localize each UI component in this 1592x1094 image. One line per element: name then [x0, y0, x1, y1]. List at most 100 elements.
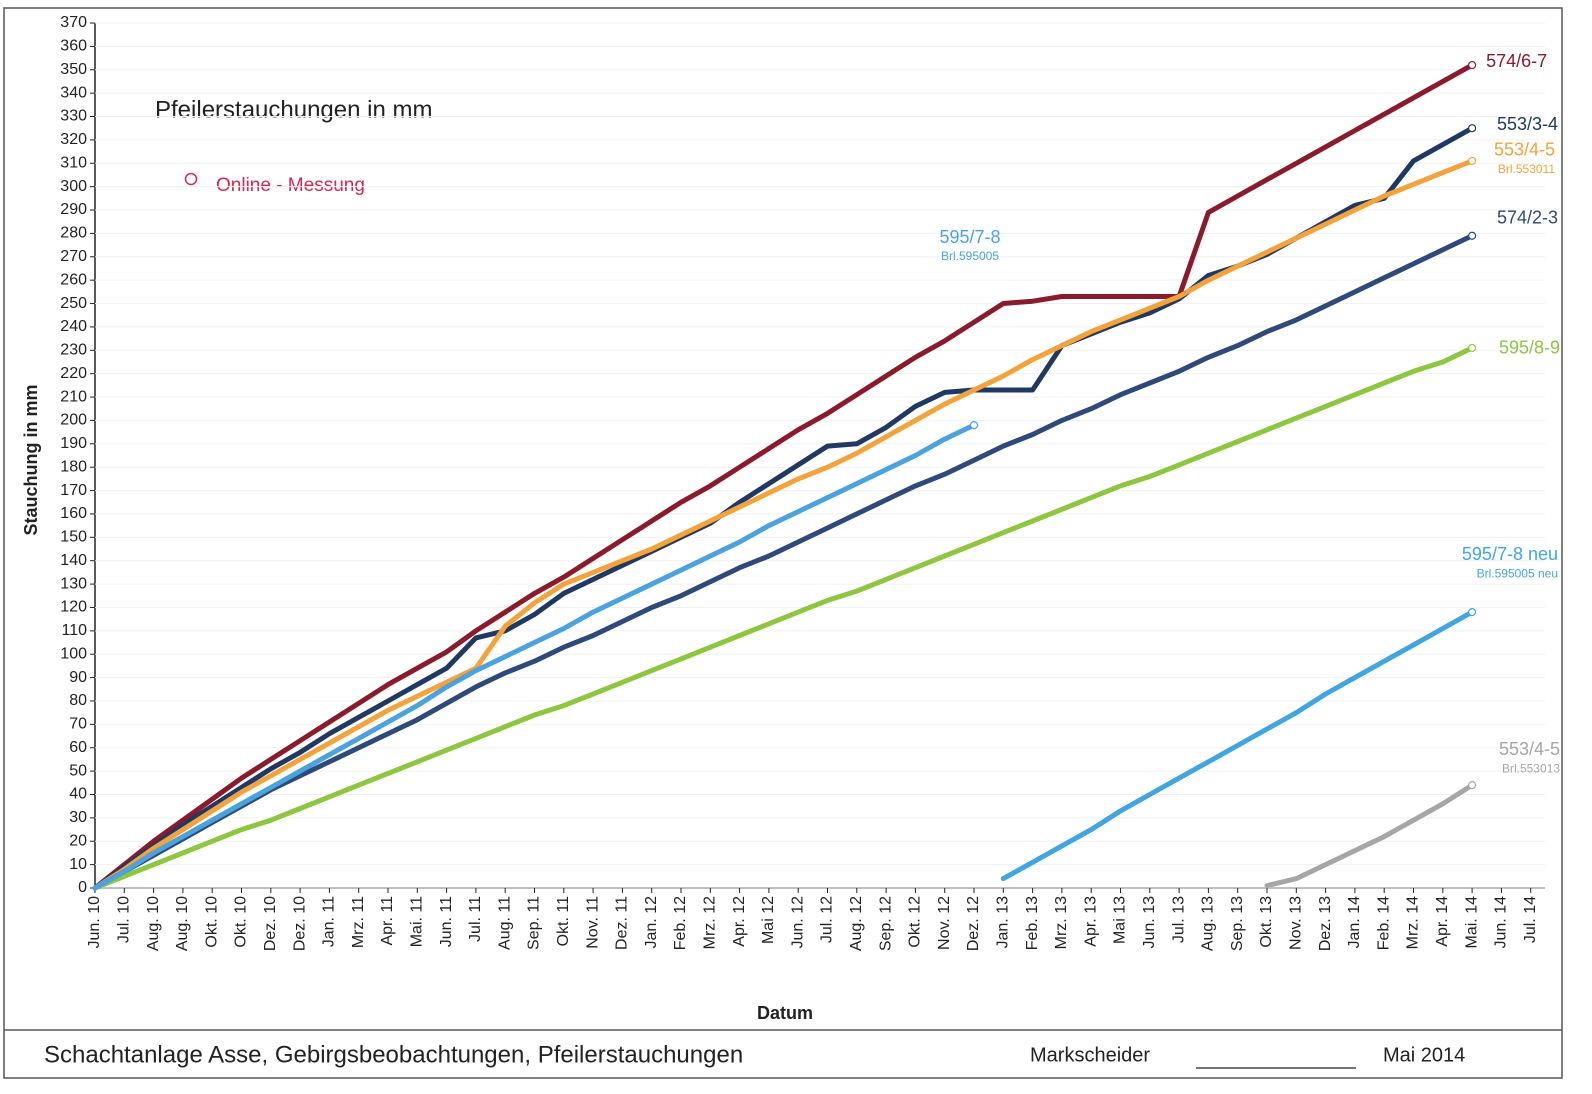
series-line — [1264, 782, 1475, 889]
y-tick-label: 80 — [69, 692, 87, 709]
x-tick-label: Jun. 10 — [86, 896, 103, 949]
x-tick-label: Apr. 11 — [379, 896, 396, 946]
x-tick-label: Mrz. 13 — [1053, 896, 1070, 949]
x-tick-label: Okt. 12 — [907, 896, 924, 948]
chart-title: Pfeilerstauchungen in mm — [155, 96, 432, 123]
x-tick-label: Feb. 12 — [672, 896, 689, 950]
y-tick-label: 140 — [60, 552, 87, 569]
x-tick-label: Jan. 11 — [321, 896, 338, 947]
note-marker — [184, 172, 198, 186]
series-label: 553/4-5 — [1494, 140, 1555, 160]
y-axis-label: Stauchung in mm — [21, 384, 41, 535]
x-tick-label: Apr. 14 — [1434, 896, 1451, 947]
x-tick-label: Jun. 12 — [789, 896, 806, 949]
x-tick-label: Jul. 10 — [116, 896, 133, 943]
y-tick-label: 160 — [60, 505, 87, 522]
y-tick-label: 180 — [60, 458, 87, 475]
x-tick-label: Mrz. 11 — [350, 896, 367, 948]
footer-date: Mai 2014 — [1383, 1044, 1465, 1066]
x-tick-label: Dez. 10 — [291, 896, 308, 951]
end-marker — [1467, 124, 1477, 133]
y-tick-label: 320 — [60, 131, 87, 148]
end-marker — [1467, 60, 1477, 70]
y-tick-label: 170 — [60, 482, 87, 499]
x-tick-label: Mrz. 14 — [1405, 896, 1422, 949]
series-line — [92, 62, 1475, 891]
y-tick-label: 210 — [60, 388, 87, 405]
x-tick-label: Jun. 13 — [1141, 896, 1158, 949]
y-tick-label: 220 — [60, 365, 87, 382]
y-tick-label: 150 — [60, 529, 87, 546]
y-tick-label: 270 — [60, 248, 87, 265]
series-line — [1000, 609, 1475, 882]
note: Online - Messung — [216, 175, 365, 196]
x-tick-label: Jun. 11 — [438, 896, 455, 947]
footer-signature: Markscheider — [1030, 1044, 1150, 1066]
y-tick-label: 250 — [60, 295, 87, 312]
x-tick-label: Mai 12 — [760, 896, 777, 944]
end-marker — [969, 421, 979, 430]
series-sublabel: Brl.553013 — [1502, 761, 1560, 775]
series-label: 595/8-9 — [1499, 338, 1560, 358]
y-tick-label: 360 — [60, 38, 87, 55]
y-tick-label: 230 — [60, 342, 87, 359]
y-tick-label: 110 — [61, 622, 87, 639]
y-tick-label: 200 — [60, 412, 87, 429]
series-line — [92, 158, 1475, 891]
y-tick-label: 10 — [69, 856, 87, 873]
x-tick-label: Mrz. 12 — [702, 896, 719, 949]
x-tick-label: Aug. 10 — [145, 896, 162, 951]
y-tick-label: 300 — [60, 178, 87, 195]
x-tick-label: Feb. 13 — [1024, 896, 1041, 950]
end-marker — [1467, 343, 1477, 353]
x-tick-label: Jul. 12 — [819, 896, 836, 943]
x-tick-label: Feb. 14 — [1375, 896, 1392, 950]
x-tick-label: Dez. 13 — [1317, 896, 1334, 951]
y-tick-label: 20 — [69, 832, 87, 849]
y-tick-label: 40 — [69, 786, 87, 803]
x-tick-label: Nov. 11 — [584, 896, 601, 949]
y-tick-label: 310 — [60, 154, 87, 171]
series-sublabel: Brl.595005 neu — [1477, 566, 1558, 580]
y-tick-label: 190 — [60, 435, 87, 452]
x-tick-label: Nov. 13 — [1288, 896, 1305, 950]
x-tick-label: Apr. 13 — [1082, 896, 1099, 947]
y-tick-label: 100 — [60, 645, 87, 662]
footer-title: Schachtanlage Asse, Gebirgsbeobachtungen… — [44, 1041, 743, 1068]
series-line — [92, 233, 1475, 891]
y-tick-label: 0 — [78, 879, 87, 896]
series-label: 574/2-3 — [1497, 207, 1558, 227]
x-tick-label: Aug. 10 — [174, 896, 191, 951]
y-tick-label: 340 — [60, 84, 87, 101]
x-tick-label: Mai. 14 — [1463, 896, 1480, 949]
x-tick-label: Jun. 14 — [1493, 896, 1510, 949]
x-tick-label: Sep. 13 — [1229, 896, 1246, 951]
series-label: 553/4-5 — [1499, 739, 1560, 759]
series-label: 574/6-7 — [1486, 51, 1547, 71]
x-tick-label: Jul. 11 — [467, 896, 484, 942]
x-tick-label: Okt. 13 — [1258, 896, 1275, 948]
y-tick-label: 120 — [60, 599, 87, 616]
x-tick-label: Jan. 13 — [995, 896, 1012, 949]
x-tick-label: Aug. 12 — [848, 896, 865, 951]
x-tick-label: Aug. 13 — [1200, 896, 1217, 951]
x-tick-label: Dez. 11 — [614, 896, 631, 950]
x-tick-label: Sep. 11 — [526, 896, 543, 950]
series-label: 595/7-8 — [939, 227, 1000, 247]
y-tick-label: 130 — [60, 575, 87, 592]
end-marker — [1467, 608, 1477, 617]
series-sublabel: Brl.595005 — [941, 249, 999, 263]
y-tick-label: 260 — [60, 271, 87, 288]
y-tick-label: 60 — [69, 739, 87, 756]
x-tick-label: Jul. 13 — [1170, 896, 1187, 943]
x-tick-label: Okt. 10 — [203, 896, 220, 948]
x-tick-label: Jan. 12 — [643, 896, 660, 949]
end-marker — [1467, 231, 1477, 240]
series-sublabel: Brl.553011 — [1498, 162, 1555, 176]
y-tick-label: 50 — [69, 762, 87, 779]
y-tick-label: 90 — [69, 669, 87, 686]
series-line — [92, 345, 1475, 891]
y-tick-label: 350 — [60, 61, 87, 78]
end-marker — [1467, 781, 1477, 790]
y-tick-label: 290 — [60, 201, 87, 218]
